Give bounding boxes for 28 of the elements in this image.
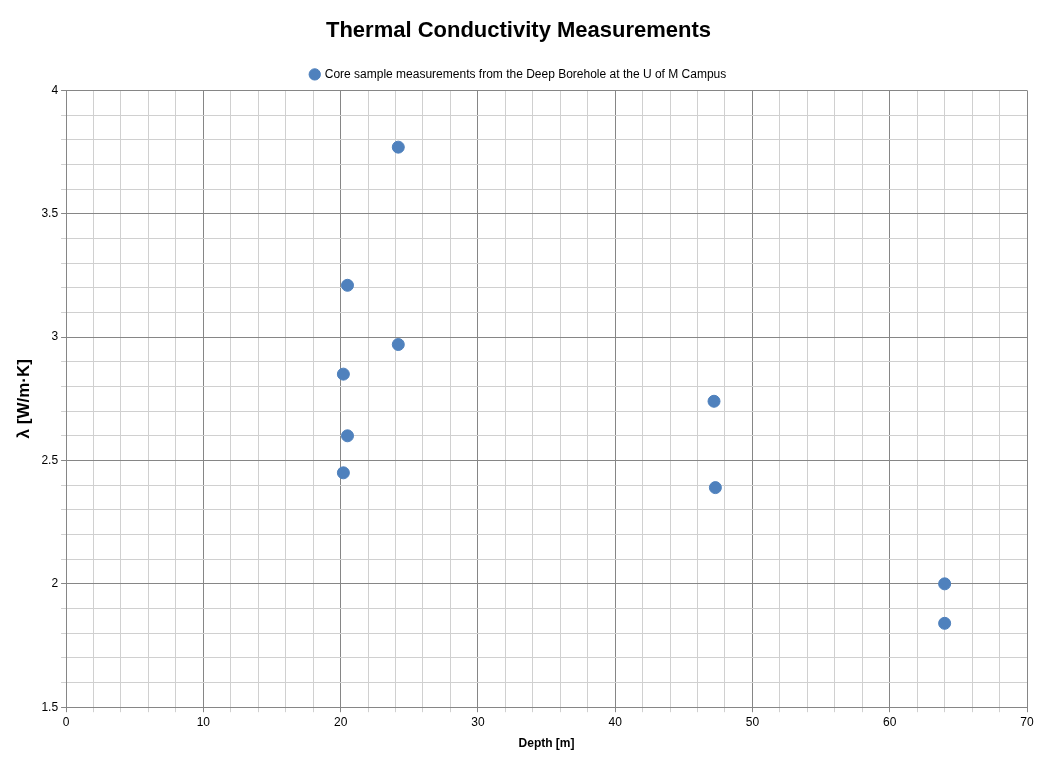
point — [938, 577, 952, 591]
legend-label: Core sample measurements from the Deep Borehole at the U of M Campus — [324, 66, 727, 81]
x-tick-label: 10 — [196, 714, 211, 729]
x-tick-label: 40 — [608, 714, 623, 729]
point — [391, 140, 405, 154]
point — [707, 394, 721, 408]
point — [938, 616, 952, 630]
x-tick-label: 50 — [745, 714, 760, 729]
point — [336, 367, 350, 381]
point — [391, 338, 405, 352]
point — [336, 466, 350, 480]
y-tick-label: 3.5 — [41, 206, 59, 221]
y-axis-title: λ [W/m·K] — [13, 359, 33, 439]
x-axis-title: Depth [m] — [518, 736, 575, 751]
y-tick-label: 2.5 — [41, 452, 59, 467]
y-tick-label: 3 — [51, 329, 59, 344]
chart-title: Thermal Conductivity Measurements — [325, 17, 712, 43]
point — [708, 481, 722, 495]
y-tick-label: 4 — [51, 82, 59, 97]
x-tick-label: 30 — [471, 714, 485, 729]
x-tick-label: 60 — [883, 714, 897, 729]
x-tick-label: 20 — [333, 714, 348, 729]
y-tick-label: 1.5 — [41, 699, 59, 714]
x-tick-label: 0 — [62, 714, 70, 729]
x-tick-label: 70 — [1020, 714, 1034, 729]
point — [340, 278, 354, 292]
y-tick-label: 2 — [51, 576, 59, 591]
point — [340, 429, 354, 443]
